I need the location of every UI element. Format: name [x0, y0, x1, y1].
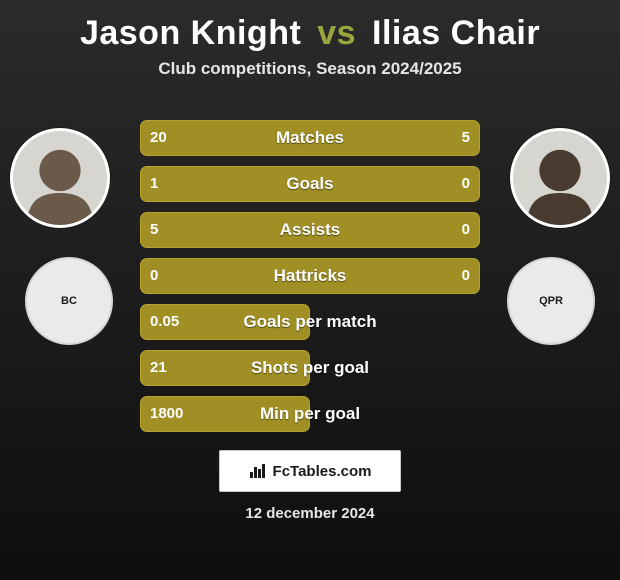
stat-label: Goals per match [140, 304, 480, 340]
stat-row: Hattricks0 0 [140, 258, 480, 294]
club-initials: QPR [539, 295, 563, 307]
stat-label: Assists [140, 212, 480, 248]
avatar-silhouette-icon [513, 131, 607, 225]
chart-icon [249, 462, 267, 480]
stat-label: Goals [140, 166, 480, 202]
avatar-silhouette-icon [13, 131, 107, 225]
stat-value-left: 0 [150, 258, 158, 294]
stat-value-left: 20 [150, 120, 167, 156]
page-title: Jason Knight vs Ilias Chair [0, 0, 620, 53]
player2-avatar [510, 128, 610, 228]
player2-club-crest: QPR [507, 257, 595, 345]
subtitle: Club competitions, Season 2024/2025 [0, 59, 620, 79]
stat-row: Min per goal1800 [140, 396, 480, 432]
stat-label: Min per goal [140, 396, 480, 432]
player1-club-crest: BC [25, 257, 113, 345]
stat-row: Goals per match0.05 [140, 304, 480, 340]
date-text: 12 december 2024 [0, 505, 620, 522]
stat-label: Matches [140, 120, 480, 156]
stat-value-right: 0 [462, 212, 470, 248]
club-initials: BC [61, 295, 77, 307]
stat-row: Matches20 5 [140, 120, 480, 156]
player1-name: Jason Knight [80, 14, 301, 52]
stat-value-right: 0 [462, 166, 470, 202]
credit-text: FcTables.com [273, 463, 372, 480]
stat-value-right: 5 [462, 120, 470, 156]
stat-label: Hattricks [140, 258, 480, 294]
stat-row: Shots per goal21 [140, 350, 480, 386]
player2-name: Ilias Chair [372, 14, 540, 52]
stat-value-left: 1800 [150, 396, 183, 432]
stat-row: Goals1 0 [140, 166, 480, 202]
title-vs: vs [317, 14, 356, 52]
credit-badge: FcTables.com [219, 450, 401, 492]
player1-avatar [10, 128, 110, 228]
stat-value-left: 21 [150, 350, 167, 386]
stats-rows: Matches205Goals10Assists50Hattricks00Goa… [140, 120, 480, 442]
stat-value-left: 1 [150, 166, 158, 202]
stat-value-left: 5 [150, 212, 158, 248]
stat-label: Shots per goal [140, 350, 480, 386]
stat-row: Assists5 0 [140, 212, 480, 248]
stat-value-left: 0.05 [150, 304, 179, 340]
comparison-card: Jason Knight vs Ilias Chair Club competi… [0, 0, 620, 580]
stat-value-right: 0 [462, 258, 470, 294]
